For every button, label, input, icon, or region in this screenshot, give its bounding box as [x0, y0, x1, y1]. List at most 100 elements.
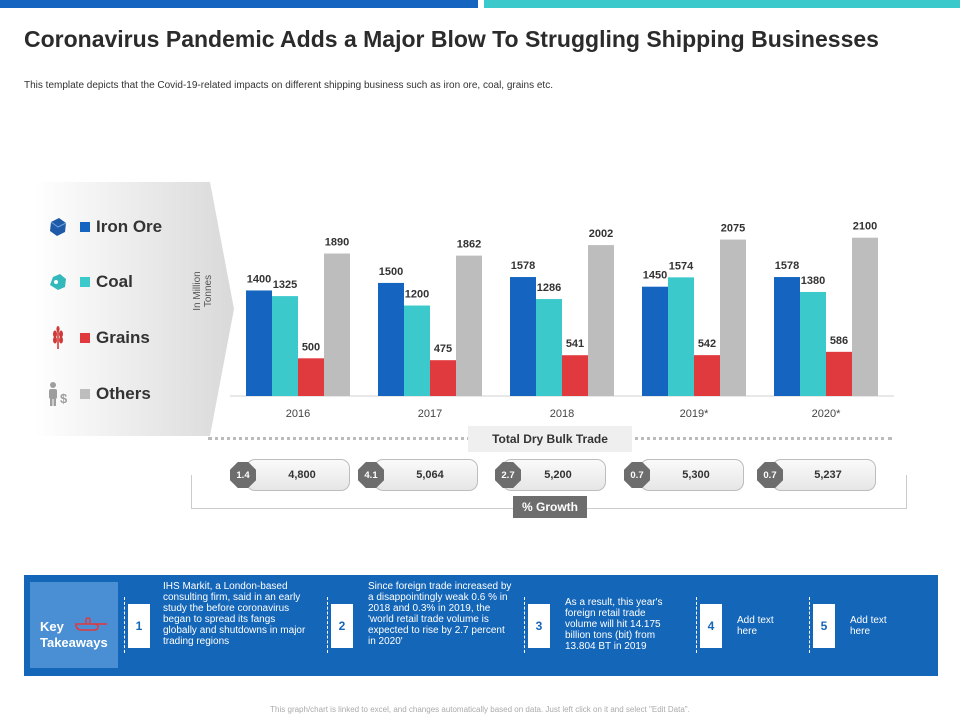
bar-others-2018 — [588, 245, 614, 396]
takeaway-text-2: Since foreign trade increased by a disap… — [368, 581, 512, 647]
x-tick-label-2017: 2017 — [418, 408, 442, 420]
data-label-coal-2020: 1380 — [801, 275, 825, 287]
takeaway-separator — [524, 597, 525, 653]
legend-swatch-others — [80, 389, 90, 399]
bar-grains-2020 — [826, 351, 852, 396]
wheat-icon — [44, 324, 72, 352]
data-label-others-2018: 2002 — [589, 228, 613, 240]
bar-grains-2018 — [562, 355, 588, 396]
data-label-iron-ore-2018: 1578 — [511, 260, 535, 272]
legend-item-others: $ Others — [44, 379, 151, 409]
key-takeaways-heading-line1: Key — [40, 619, 64, 634]
takeaway-number-2: 2 — [331, 604, 353, 648]
dry-bulk-total-2020: 5,237 — [772, 459, 876, 491]
dry-bulk-total-2019: 5,300 — [640, 459, 744, 491]
bar-coal-2017 — [404, 305, 430, 396]
growth-badge-2017: 4.1 — [358, 462, 384, 488]
takeaway-number-5: 5 — [813, 604, 835, 648]
takeaway-separator — [124, 597, 125, 653]
legend-item-coal: Coal — [44, 267, 133, 297]
total-dry-bulk-label: Total Dry Bulk Trade — [468, 426, 632, 452]
footer-note: This graph/chart is linked to excel, and… — [270, 705, 690, 714]
data-label-grains-2016: 500 — [302, 341, 320, 353]
data-label-iron-ore-2016: 1400 — [247, 273, 271, 285]
bar-others-2016 — [324, 253, 350, 396]
data-label-coal-2018: 1286 — [537, 282, 561, 294]
legend-swatch-grains — [80, 333, 90, 343]
bar-iron-ore-2018 — [510, 277, 536, 396]
bar-coal-2018 — [536, 299, 562, 396]
bar-iron-ore-2020 — [774, 277, 800, 396]
x-tick-label-2020: 2020* — [812, 408, 841, 420]
bar-grains-2019 — [694, 355, 720, 396]
x-tick-label-2018: 2018 — [550, 408, 574, 420]
data-label-others-2017: 1862 — [457, 239, 481, 251]
data-label-iron-ore-2020: 1578 — [775, 260, 799, 272]
data-label-grains-2020: 586 — [830, 335, 848, 347]
data-label-others-2020: 2100 — [853, 221, 877, 233]
legend-swatch-coal — [80, 277, 90, 287]
bar-coal-2019 — [668, 277, 694, 396]
takeaway-text-5: Add text here — [850, 615, 887, 637]
data-label-coal-2017: 1200 — [405, 289, 429, 301]
bar-others-2020 — [852, 237, 878, 396]
takeaway-text-1: IHS Markit, a London-based consulting fi… — [163, 581, 306, 647]
pointing-hand-icon — [75, 617, 107, 631]
bar-iron-ore-2016 — [246, 290, 272, 396]
top-accent-bar-blue — [0, 0, 478, 8]
data-label-grains-2019: 542 — [698, 338, 716, 350]
bar-grains-2017 — [430, 360, 456, 396]
takeaway-number-1: 1 — [128, 604, 150, 648]
page-title: Coronavirus Pandemic Adds a Major Blow T… — [24, 26, 879, 52]
takeaway-separator — [696, 597, 697, 653]
data-label-grains-2017: 475 — [434, 343, 452, 355]
legend-panel: Iron Ore Coal Grains $ Others — [34, 182, 234, 436]
key-takeaways-panel: Key Takeaways 1 IHS Markit, a London-bas… — [24, 575, 938, 676]
data-label-grains-2018: 541 — [566, 338, 584, 350]
key-takeaways-heading-box: Key Takeaways — [30, 582, 118, 668]
dry-bulk-total-2017: 5,064 — [374, 459, 478, 491]
coal-icon — [44, 268, 72, 296]
data-label-coal-2016: 1325 — [273, 279, 297, 291]
x-tick-label-2019: 2019* — [680, 408, 709, 420]
data-label-others-2016: 1890 — [325, 237, 349, 249]
growth-badge-2019: 0.7 — [624, 462, 650, 488]
growth-label: % Growth — [513, 496, 587, 518]
top-accent-bar-teal — [484, 0, 960, 8]
iron-ore-icon — [44, 213, 72, 241]
legend-label-coal: Coal — [96, 272, 133, 291]
legend-label-grains: Grains — [96, 328, 150, 347]
bar-coal-2020 — [800, 291, 826, 396]
bar-grains-2016 — [298, 358, 324, 396]
key-takeaways-heading: Key Takeaways — [40, 619, 108, 651]
growth-badge-2020: 0.7 — [757, 462, 783, 488]
takeaway-separator — [809, 597, 810, 653]
x-tick-label-2016: 2016 — [286, 408, 310, 420]
bar-iron-ore-2017 — [378, 282, 404, 396]
person-dollar-icon: $ — [44, 380, 72, 408]
data-label-iron-ore-2019: 1450 — [643, 270, 667, 282]
data-label-others-2019: 2075 — [721, 223, 745, 235]
legend-item-grains: Grains — [44, 323, 150, 353]
legend-label-others: Others — [96, 384, 151, 403]
key-takeaways-heading-line2: Takeaways — [40, 635, 108, 650]
takeaway-text-3: As a result, this year's foreign retail … — [565, 597, 663, 652]
bar-others-2019 — [720, 239, 746, 396]
takeaway-text-4: Add text here — [737, 615, 774, 637]
takeaway-number-4: 4 — [700, 604, 722, 648]
takeaway-number-3: 3 — [528, 604, 550, 648]
page-subtitle: This template depicts that the Covid-19-… — [24, 80, 553, 91]
growth-badge-2018: 2.7 — [495, 462, 521, 488]
bar-iron-ore-2019 — [642, 286, 668, 396]
legend-label-iron-ore: Iron Ore — [96, 217, 163, 236]
bar-others-2017 — [456, 255, 482, 396]
svg-text:$: $ — [60, 391, 68, 406]
data-label-iron-ore-2017: 1500 — [379, 266, 403, 278]
bar-coal-2016 — [272, 296, 298, 396]
data-label-coal-2019: 1574 — [669, 260, 694, 272]
dry-bulk-total-2016: 4,800 — [246, 459, 350, 491]
legend-item-iron-ore: Iron Ore — [44, 212, 162, 242]
legend-swatch-iron-ore — [80, 222, 90, 232]
takeaway-separator — [327, 597, 328, 653]
